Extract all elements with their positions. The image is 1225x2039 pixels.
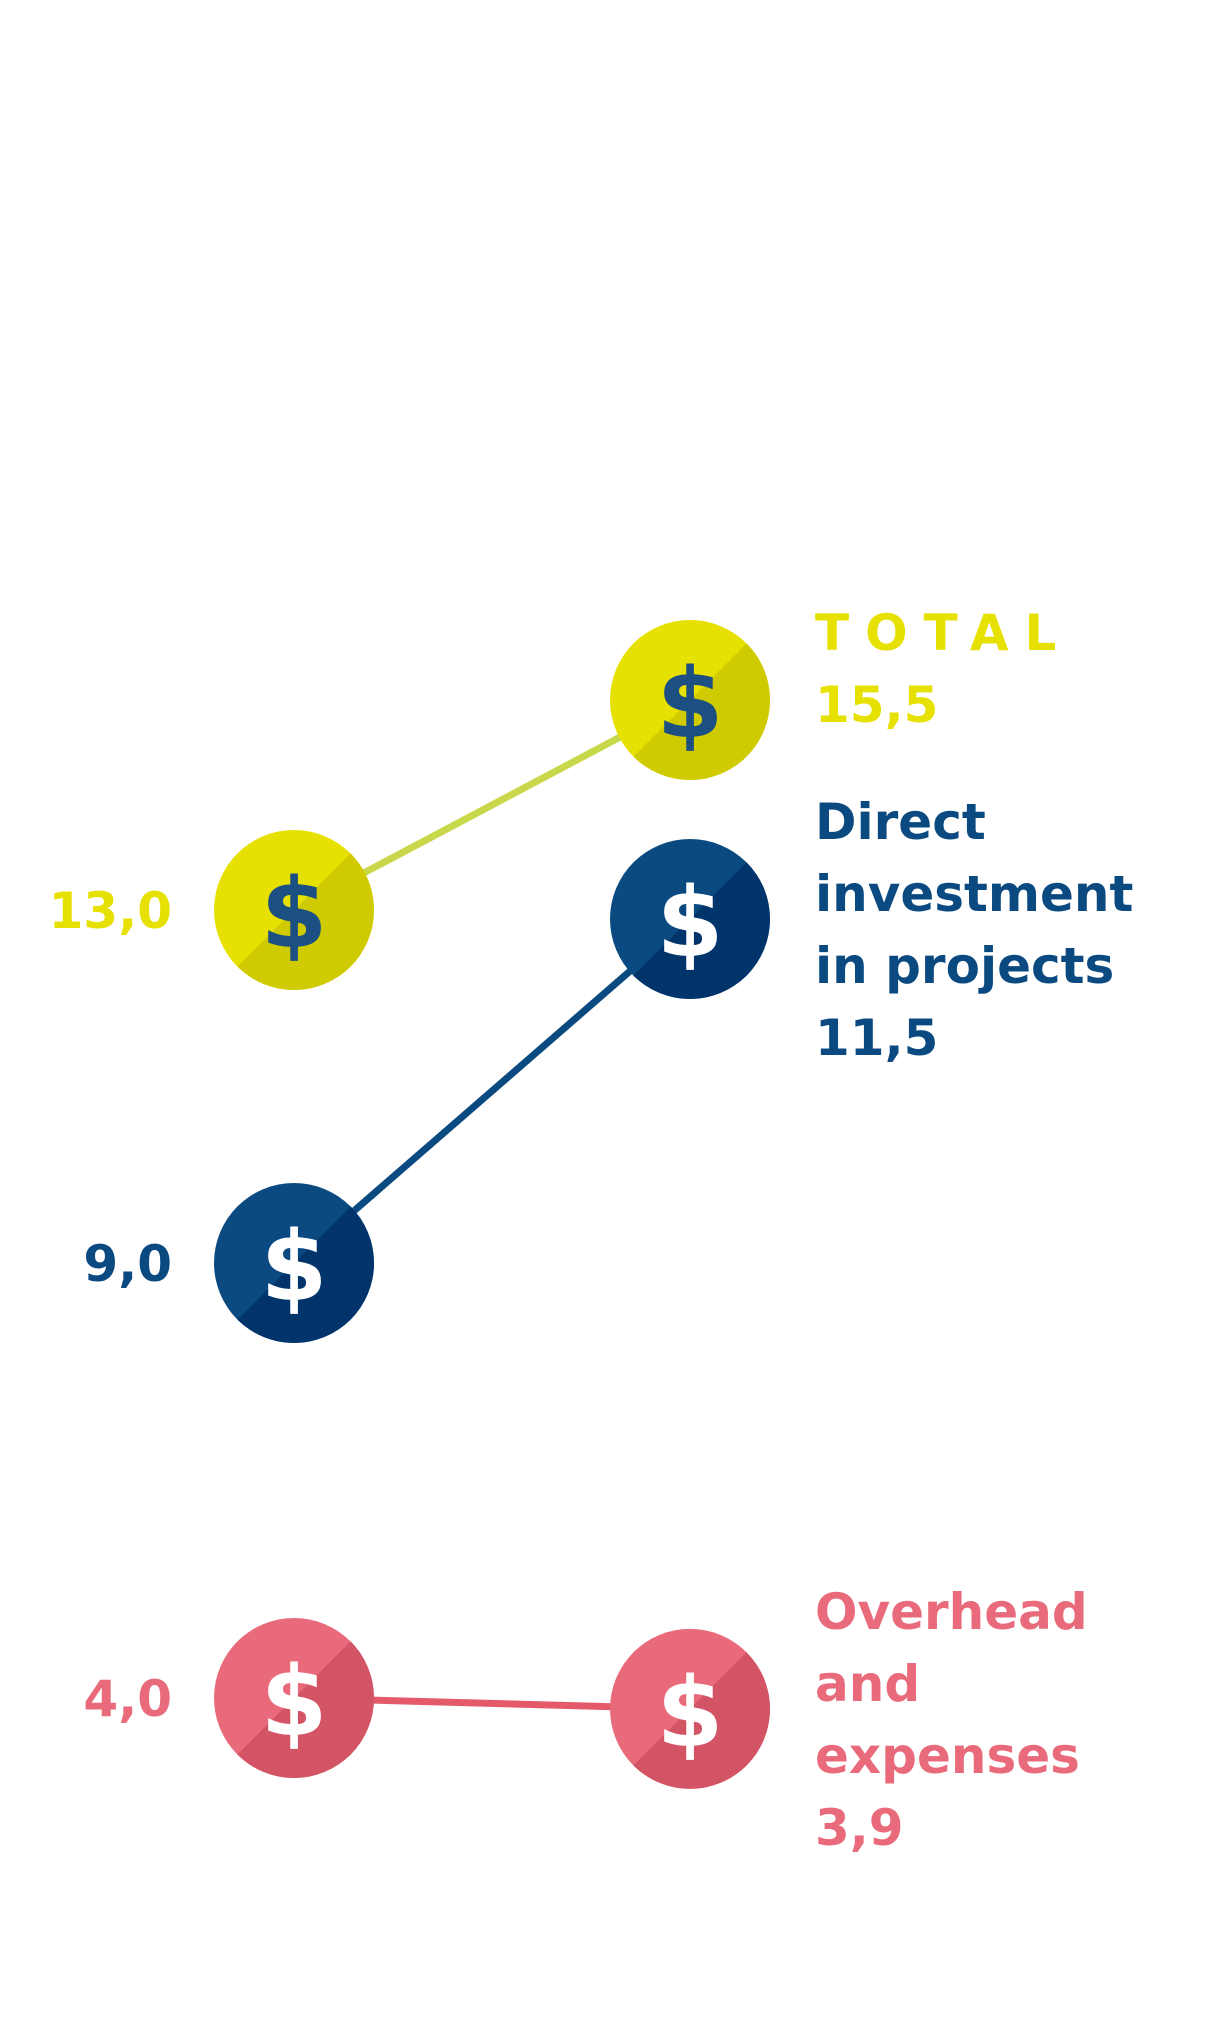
dollar-icon: $ bbox=[261, 858, 328, 970]
start-value-label-1: 9,0 bbox=[83, 1235, 172, 1293]
series-name-line-1-0: Direct bbox=[815, 793, 986, 851]
dollar-icon: $ bbox=[657, 648, 724, 760]
start-value-label-2: 4,0 bbox=[83, 1670, 172, 1728]
series-name-line-1-1: investment bbox=[815, 865, 1133, 923]
start-marker-2: $ bbox=[214, 1618, 374, 1778]
series-labels: 13,0 TOTAL 15,5 9,0 Direct investment in proje… bbox=[49, 604, 1134, 1857]
series-lines bbox=[291, 696, 693, 1713]
marker-shade bbox=[610, 1628, 770, 1789]
end-value-label-1: 11,5 bbox=[815, 1009, 938, 1067]
series-line-1 bbox=[291, 916, 693, 1266]
marker-shade bbox=[214, 830, 374, 990]
end-marker-1: $ bbox=[610, 839, 770, 999]
end-marker-2: $ bbox=[610, 1628, 770, 1789]
series-name-line-2-2: expenses bbox=[815, 1727, 1080, 1785]
marker-shade bbox=[214, 1183, 374, 1343]
end-marker-0: $ bbox=[610, 620, 770, 780]
series-name-line-1-2: in projects bbox=[815, 937, 1114, 995]
series-name-line-2-0: Overhead bbox=[815, 1583, 1088, 1641]
marker-shade bbox=[214, 1618, 374, 1778]
end-value-label-2: 3,9 bbox=[815, 1799, 904, 1857]
series-markers: $ $ $ $ $ $ bbox=[214, 620, 770, 1789]
dollar-icon: $ bbox=[657, 1657, 724, 1769]
start-marker-0: $ bbox=[214, 830, 374, 990]
end-value-label-0: 15,5 bbox=[815, 676, 938, 734]
marker-shade bbox=[610, 620, 770, 780]
start-value-label-0: 13,0 bbox=[49, 882, 172, 940]
start-marker-1: $ bbox=[214, 1183, 374, 1343]
dollar-icon: $ bbox=[657, 867, 724, 979]
series-name-line-0-0: TOTAL bbox=[815, 604, 1072, 662]
marker-shade bbox=[610, 839, 770, 999]
dollar-icon: $ bbox=[261, 1646, 328, 1758]
series-name-line-2-1: and bbox=[815, 1655, 920, 1713]
dollar-icon: $ bbox=[261, 1211, 328, 1323]
